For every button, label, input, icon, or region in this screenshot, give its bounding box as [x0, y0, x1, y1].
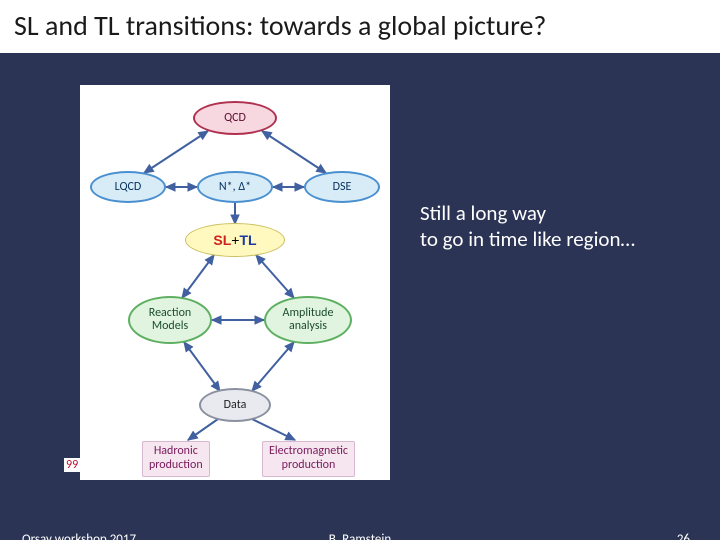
- node-lqcd: LQCD: [90, 171, 166, 203]
- side-number: 99: [64, 458, 80, 472]
- diagram-panel: QCD LQCD N*, Δ* DSE SL + TL Reaction Mod…: [80, 85, 390, 480]
- node-qcd: QCD: [193, 101, 277, 135]
- node-data-label: Data: [224, 398, 247, 412]
- node-sltl-sl: SL: [213, 232, 231, 248]
- node-nstar: N*, Δ*: [197, 171, 273, 203]
- annotation-line1: Still a long way: [420, 200, 635, 226]
- node-sltl-tl: TL: [239, 232, 256, 248]
- node-react-l2: Models: [152, 320, 188, 333]
- node-lqcd-label: LQCD: [115, 180, 142, 194]
- slide-title: SL and TL transitions: towards a global …: [0, 0, 720, 53]
- box-em-production: Electromagnetic production: [262, 441, 355, 477]
- footer-author: B. Ramstein: [0, 532, 720, 540]
- node-reaction-models: Reaction Models: [128, 296, 212, 344]
- footer-page-number: 26: [677, 532, 690, 540]
- node-data: Data: [199, 388, 271, 422]
- node-amp-l2: analysis: [289, 320, 327, 333]
- em-l2: production: [282, 458, 336, 472]
- annotation-line2: to go in time like region…: [420, 226, 635, 252]
- em-l1: Electromagnetic: [269, 444, 348, 458]
- node-dse-label: DSE: [333, 180, 352, 194]
- box-hadronic-production: Hadronic production: [142, 441, 210, 477]
- hadronic-l1: Hadronic: [154, 444, 198, 458]
- node-sltl: SL + TL: [185, 223, 285, 257]
- node-dse: DSE: [304, 171, 380, 203]
- node-qcd-label: QCD: [224, 111, 246, 125]
- hadronic-l2: production: [149, 458, 203, 472]
- node-amplitude-analysis: Amplitude analysis: [264, 296, 352, 344]
- node-sltl-plus: +: [231, 232, 239, 248]
- node-nstar-label: N*, Δ*: [219, 180, 251, 194]
- annotation-text: Still a long way to go in time like regi…: [420, 200, 635, 253]
